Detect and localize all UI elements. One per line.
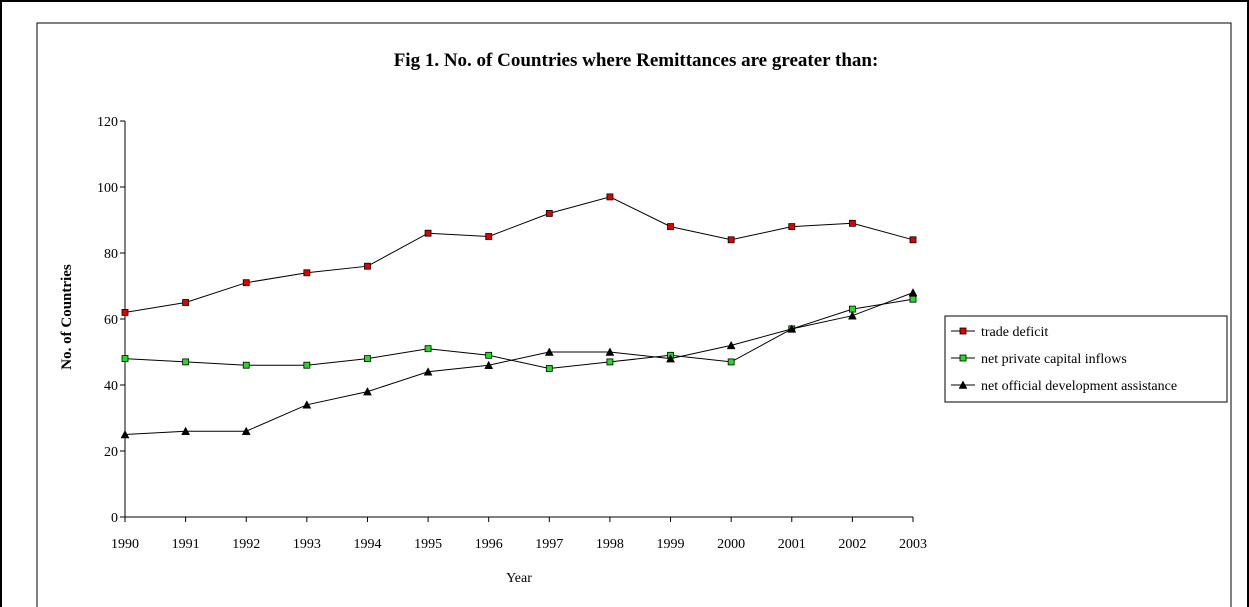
data-point-trade-deficit (242, 279, 250, 287)
legend-label: trade deficit (981, 325, 1048, 340)
x-tick-label: 1995 (414, 537, 442, 552)
x-axis-label: Year (506, 571, 532, 586)
x-tick-label: 1993 (293, 537, 321, 552)
data-point-trade-deficit (788, 223, 796, 231)
data-point-net-private-capital-inflows (485, 351, 493, 359)
y-tick-label: 20 (104, 445, 118, 460)
x-tick-label: 2000 (717, 537, 745, 552)
data-point-net-official-development-assistance (484, 360, 494, 369)
legend-marker (958, 380, 968, 389)
data-point-net-official-development-assistance (605, 347, 615, 356)
y-tick-label: 0 (111, 511, 118, 526)
data-point-net-official-development-assistance (302, 400, 312, 409)
legend-entry: net official development assistance (951, 379, 1177, 394)
data-point-trade-deficit (848, 219, 856, 227)
legend-box (944, 315, 1228, 403)
legend-marker (959, 354, 967, 362)
x-tick-label: 2002 (838, 537, 866, 552)
data-point-net-private-capital-inflows (909, 295, 917, 303)
data-point-net-official-development-assistance (423, 367, 433, 376)
data-point-trade-deficit (606, 193, 614, 201)
x-tick-label: 1990 (111, 537, 139, 552)
data-point-trade-deficit (727, 236, 735, 244)
y-axis: 0 20 40 60 80 100 120 (97, 115, 126, 526)
data-point-net-private-capital-inflows (121, 355, 129, 363)
x-tick-label: 2001 (778, 537, 806, 552)
data-point-net-official-development-assistance (120, 429, 130, 439)
series-trade-deficit (121, 193, 917, 316)
data-point-trade-deficit (667, 223, 674, 231)
y-axis-label: No. of Countries (59, 264, 75, 370)
data-point-net-official-development-assistance (666, 354, 675, 363)
data-point-net-official-development-assistance (908, 288, 918, 297)
y-tick-label: 100 (97, 181, 118, 196)
data-point-trade-deficit (364, 262, 371, 270)
legend-marker (959, 327, 967, 335)
y-tick-label: 60 (104, 313, 118, 328)
data-point-net-private-capital-inflows (182, 358, 190, 366)
series-line-net-official-development-assistance (124, 292, 914, 435)
x-tick-label: 1998 (596, 537, 624, 552)
legend-label: net private capital inflows (981, 352, 1127, 367)
data-point-net-official-development-assistance (726, 340, 736, 350)
series-layer (120, 193, 918, 439)
data-point-trade-deficit (485, 233, 493, 240)
legend-label: net official development assistance (981, 379, 1177, 394)
data-point-net-official-development-assistance (787, 324, 797, 333)
legend-entry: net private capital inflows (951, 352, 1127, 367)
chart-title: Fig 1. No. of Countries where Remittance… (394, 50, 879, 71)
data-point-net-private-capital-inflows (545, 365, 553, 372)
data-point-net-official-development-assistance (241, 426, 251, 435)
data-point-trade-deficit (182, 299, 190, 306)
data-point-trade-deficit (303, 269, 311, 277)
y-tick-label: 40 (104, 379, 118, 394)
y-tick-label: 80 (104, 247, 118, 262)
x-tick-label: 1999 (657, 537, 685, 552)
series-net-official-development-assistance (120, 288, 918, 439)
legend-entry: trade deficit (951, 325, 1048, 340)
data-point-net-private-capital-inflows (424, 345, 432, 353)
data-point-net-private-capital-inflows (242, 361, 250, 369)
data-point-trade-deficit (909, 236, 917, 244)
series-net-private-capital-inflows (121, 295, 917, 372)
legend: trade deficit net private capital inflows… (944, 315, 1228, 403)
series-line-trade-deficit (124, 196, 914, 313)
data-point-trade-deficit (545, 209, 553, 217)
data-point-net-official-development-assistance (544, 347, 554, 356)
data-point-net-private-capital-inflows (364, 355, 371, 363)
x-tick-label: 1997 (535, 537, 563, 552)
x-tick-label: 1992 (232, 537, 260, 552)
x-tick-label: 2003 (899, 537, 927, 552)
data-point-net-official-development-assistance (181, 426, 191, 435)
data-point-trade-deficit (121, 308, 129, 316)
data-point-net-official-development-assistance (847, 311, 857, 320)
data-point-net-private-capital-inflows (606, 358, 614, 366)
x-tick-label: 1991 (172, 537, 200, 552)
x-tick-label: 1996 (475, 537, 503, 552)
data-point-trade-deficit (424, 229, 432, 237)
series-line-net-private-capital-inflows (124, 298, 914, 370)
data-point-net-private-capital-inflows (303, 361, 311, 369)
data-point-net-private-capital-inflows (727, 358, 735, 366)
chart-area-border (36, 22, 1232, 607)
x-axis: 1990 1991 1992 1993 1994 1995 1996 1997 1998 1999… (111, 516, 927, 552)
x-tick-label: 1994 (353, 537, 381, 552)
y-tick-label: 120 (97, 115, 118, 130)
data-point-net-official-development-assistance (363, 387, 372, 396)
